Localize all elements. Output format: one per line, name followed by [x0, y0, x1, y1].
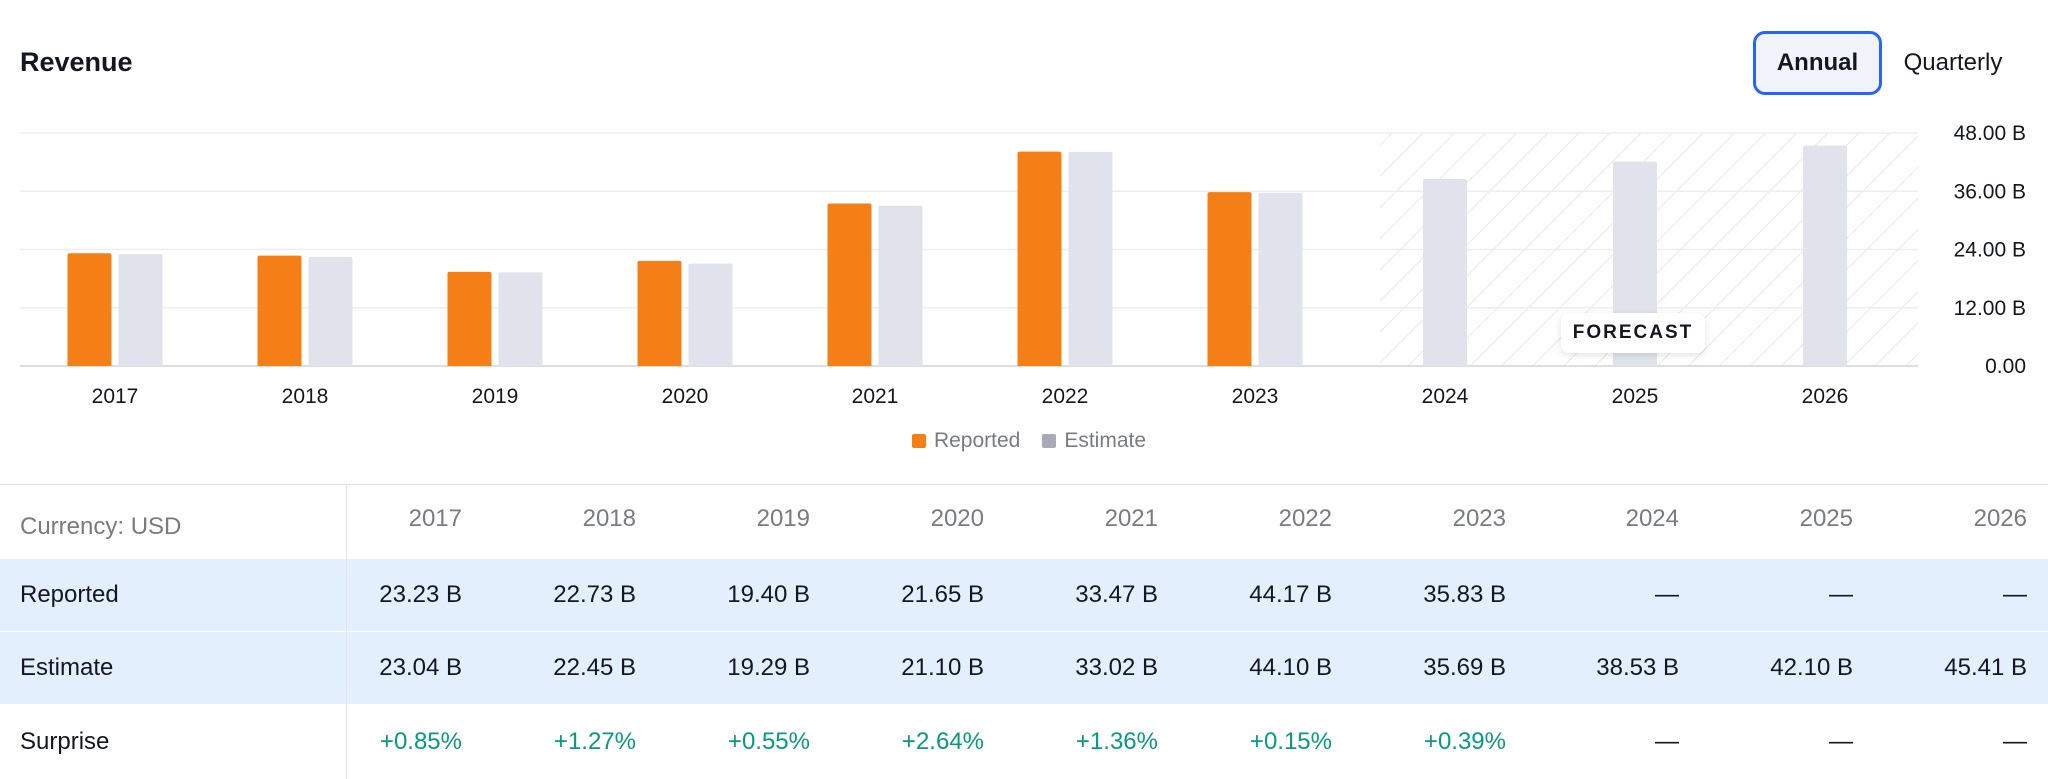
table-row-surprise: Surprise +0.85% +1.27% +0.55% +2.64% +1.36% +… [0, 704, 2048, 779]
row-divider [0, 631, 2048, 632]
y-tick-label: 36.00 B [1954, 180, 2026, 203]
table-cell: 44.17 B [1249, 581, 1332, 608]
table-cell: — [2003, 728, 2027, 755]
bar-reported-2017[interactable] [67, 253, 112, 366]
legend-label-reported: Reported [933, 429, 1021, 452]
table-cell: 2017 [408, 505, 462, 532]
x-tick-label: 2026 [1802, 385, 1849, 408]
bar-estimate-2024[interactable] [1423, 178, 1467, 366]
table-cell: 33.47 B [1075, 581, 1158, 608]
bar-estimate-2022[interactable] [1068, 151, 1113, 366]
y-tick-label: 24.00 B [1954, 239, 2026, 262]
table-cell: +1.27% [553, 728, 636, 755]
row-label-surprise: Surprise [20, 728, 110, 755]
currency-label: Currency: USD [20, 513, 182, 540]
chart-legend: Reported Estimate [0, 426, 2048, 456]
table-cell: +0.15% [1249, 728, 1332, 755]
table-cell: 2021 [1104, 505, 1158, 532]
x-tick-label: 2024 [1422, 385, 1469, 408]
bar-reported-2021[interactable] [827, 203, 872, 366]
x-tick-label: 2019 [472, 385, 519, 408]
table-cell: 35.69 B [1423, 654, 1506, 681]
table-cell: 2018 [582, 505, 636, 532]
bar-estimate-2019[interactable] [498, 272, 543, 366]
table-cell: 2020 [930, 505, 984, 532]
y-tick-label: 0.00 [1985, 355, 2026, 378]
revenue-bar-chart: 2017 2018 2019 2020 2021 2022 2023 2024 2025 2026… [20, 122, 2026, 408]
forecast-badge: FORECAST [1561, 313, 1705, 353]
table-cell: 2026 [1973, 505, 2027, 532]
table-cell: — [1829, 581, 1853, 608]
row-label-reported: Reported [20, 581, 119, 608]
annual-toggle-button[interactable]: Annual [1753, 31, 1882, 95]
table-cell: 35.83 B [1423, 581, 1506, 608]
table-cell: +0.55% [727, 728, 810, 755]
table-cell: 33.02 B [1075, 654, 1158, 681]
x-tick-label: 2025 [1612, 385, 1659, 408]
table-cell: 2024 [1625, 505, 1679, 532]
table-header-row: Currency: USD 2017 2018 2019 2020 2021 2022 20… [0, 485, 2048, 559]
table-cell: 21.65 B [901, 581, 984, 608]
table-cell: 23.04 B [379, 654, 462, 681]
bar-estimate-2023[interactable] [1258, 192, 1303, 366]
bar-reported-2018[interactable] [257, 255, 302, 366]
column-divider [346, 485, 347, 779]
table-cell: 19.40 B [727, 581, 810, 608]
bar-estimate-2018[interactable] [308, 257, 353, 366]
table-cell: 44.10 B [1249, 654, 1332, 681]
y-tick-label: 48.00 B [1954, 122, 2026, 145]
bar-estimate-2020[interactable] [688, 263, 733, 366]
legend-item-estimate[interactable]: Estimate [1042, 429, 1146, 453]
quarterly-toggle-button[interactable]: Quarterly [1888, 31, 2018, 95]
x-tick-label: 2020 [662, 385, 709, 408]
bar-reported-2020[interactable] [637, 260, 682, 366]
bar-reported-2023[interactable] [1207, 192, 1252, 366]
table-cell: 38.53 B [1596, 654, 1679, 681]
table-cell: — [1829, 728, 1853, 755]
estimate-swatch-icon [1042, 434, 1057, 448]
reported-swatch-icon [911, 434, 926, 448]
x-tick-label: 2023 [1232, 385, 1279, 408]
bar-reported-2022[interactable] [1017, 151, 1062, 366]
x-tick-label: 2021 [852, 385, 899, 408]
table-cell: +0.39% [1423, 728, 1506, 755]
legend-label-estimate: Estimate [1064, 429, 1147, 452]
row-label-estimate: Estimate [20, 654, 114, 681]
section-title: Revenue [20, 47, 133, 77]
table-cell: +0.85% [379, 728, 462, 755]
bar-estimate-2021[interactable] [878, 205, 923, 366]
table-cell: +2.64% [901, 728, 984, 755]
x-tick-label: 2022 [1042, 385, 1089, 408]
table-cell: — [1655, 728, 1679, 755]
table-cell: 42.10 B [1770, 654, 1853, 681]
table-cell: 45.41 B [1944, 654, 2027, 681]
table-cell: — [2003, 581, 2027, 608]
table-cell: +1.36% [1075, 728, 1158, 755]
bar-estimate-2017[interactable] [118, 254, 163, 366]
table-cell: 2022 [1278, 505, 1332, 532]
table-cell: 2019 [756, 505, 810, 532]
table-cell: 2025 [1799, 505, 1853, 532]
table-cell: 23.23 B [379, 581, 462, 608]
table-cell: 22.45 B [553, 654, 636, 681]
table-cell: 2023 [1452, 505, 1506, 532]
table-cell: 21.10 B [901, 654, 984, 681]
x-tick-label: 2017 [92, 385, 139, 408]
table-cell: 19.29 B [727, 654, 810, 681]
table-row-reported: Reported 23.23 B 22.73 B 19.40 B 21.65 B 33.… [0, 559, 2048, 631]
table-row-estimate: Estimate 23.04 B 22.45 B 19.29 B 21.10 B 33.… [0, 632, 2048, 704]
table-cell: 22.73 B [553, 581, 636, 608]
bar-estimate-2026[interactable] [1803, 145, 1847, 366]
legend-item-reported[interactable]: Reported [911, 429, 1021, 453]
revenue-table: Currency: USD 2017 2018 2019 2020 2021 2022 20… [0, 484, 2048, 779]
bar-reported-2019[interactable] [447, 271, 492, 366]
y-tick-label: 12.00 B [1954, 297, 2026, 320]
x-tick-label: 2018 [282, 385, 329, 408]
table-cell: — [1655, 581, 1679, 608]
